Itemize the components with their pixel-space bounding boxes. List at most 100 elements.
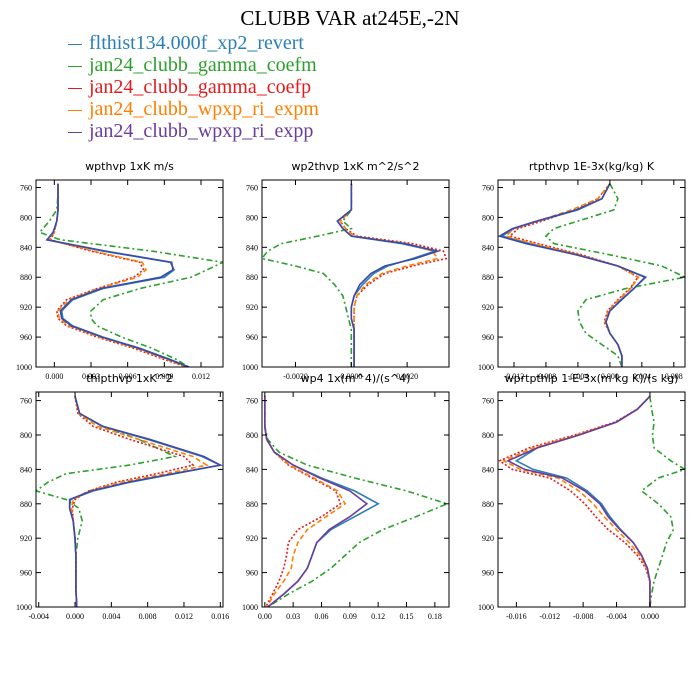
y-tick-label: 920	[246, 303, 258, 312]
x-tick-label: -0.004	[28, 612, 49, 621]
panel-5: wp4 1x(m^4)/(s^4)76080084088092096010000…	[242, 372, 450, 621]
panel-1: wpthvp 1xK m/s 760 800 840 880 920 960 1000 0.00…	[16, 160, 224, 381]
y-tick-label: 920	[20, 303, 32, 312]
legend-label: jan24_clubb_gamma_coefp	[89, 76, 312, 98]
legend-label: jan24_clubb_wpxp_ri_expm	[89, 98, 319, 120]
x-tick-label: 0.0000	[340, 372, 362, 381]
panel-6: wprtpthlp 1-E-3x(m kg K)/(s kg) 760 800 840…	[478, 372, 686, 621]
y-tick-label: 880	[20, 500, 32, 509]
series-line-4	[48, 183, 187, 367]
x-tick-label: -0.012	[504, 372, 525, 381]
x-tick-label: -0.008	[536, 372, 557, 381]
series-line-1	[45, 183, 190, 367]
legend-item-expp: jan24_clubb_wpxp_ri_expp	[68, 120, 319, 142]
legend-item-expm: jan24_clubb_wpxp_ri_expm	[68, 98, 319, 120]
x-tick-label: 0.004	[102, 612, 120, 621]
y-tick-label: 1000	[16, 603, 32, 612]
y-tick-label: 880	[246, 273, 258, 282]
series-line-2	[544, 183, 685, 367]
series-line-2	[38, 183, 223, 367]
y-tick-label: 880	[482, 273, 494, 282]
x-tick-label: 0.18	[428, 612, 442, 621]
series-line-4	[501, 395, 651, 607]
y-tick-label: 960	[246, 333, 258, 342]
y-tick-label: 760	[20, 397, 32, 406]
panel-title: rtpthvp 1E-3x(kg/kg) K	[529, 160, 655, 173]
x-tick-label: 0.15	[400, 612, 414, 621]
legend-item-coefm: jan24_clubb_gamma_coefm	[68, 54, 319, 76]
x-tick-label: 0.09	[343, 612, 357, 621]
y-tick-label: 800	[482, 431, 494, 440]
y-tick-label: 1000	[478, 363, 494, 372]
panel-2: wp2thvp 1xK m^2/s^2 760 800 840 880 920 960 100…	[242, 160, 450, 381]
x-tick-label: -0.016	[506, 612, 527, 621]
series-line-5	[336, 183, 441, 367]
legend-swatch	[68, 131, 82, 133]
y-tick-label: 960	[246, 569, 258, 578]
series-line-3	[508, 183, 640, 367]
y-tick-label: 840	[20, 465, 32, 474]
y-tick-label: 960	[482, 333, 494, 342]
y-tick-label: 880	[482, 500, 494, 509]
x-tick-label: 0.000	[66, 612, 84, 621]
x-tick-label: 0.000	[641, 612, 659, 621]
y-tick-label: 1000	[242, 363, 258, 372]
series-line-5	[506, 395, 651, 607]
x-tick-label: 0.004	[633, 372, 651, 381]
legend-item-revert: flthist134.000f_xp2_revert	[68, 32, 319, 54]
y-tick-label: 840	[246, 465, 258, 474]
y-tick-label: 760	[482, 183, 494, 192]
y-tick-label: 920	[482, 303, 494, 312]
y-tick-label: 880	[20, 273, 32, 282]
series-line-4	[70, 396, 209, 607]
x-tick-label: 0.003	[82, 372, 100, 381]
legend-swatch	[68, 65, 82, 67]
legend-label: jan24_clubb_gamma_coefm	[89, 54, 317, 76]
y-tick-label: 800	[482, 213, 494, 222]
y-tick-label: 760	[482, 397, 494, 406]
y-tick-label: 800	[246, 431, 258, 440]
y-tick-label: 1000	[16, 363, 32, 372]
panel-title: wprtpthlp 1-E-3x(m kg K)/(s kg)	[505, 372, 679, 385]
x-tick-label: 0.000	[601, 372, 619, 381]
y-tick-label: 880	[246, 500, 258, 509]
series-line-5	[45, 183, 190, 367]
x-tick-label: 0.008	[139, 612, 157, 621]
series-line-5	[68, 396, 223, 607]
panel-4: thlpthvp 1xK^2 760 800 840 880 920 960 1000-0.0…	[16, 372, 229, 621]
y-tick-label: 760	[246, 397, 258, 406]
x-tick-label: -0.008	[573, 612, 594, 621]
y-tick-label: 760	[20, 183, 32, 192]
panel-title: thlpthvp 1xK^2	[86, 372, 173, 385]
y-tick-label: 840	[482, 243, 494, 252]
panel-title: wp4 1x(m^4)/(s^4)	[301, 372, 411, 385]
plot-frame	[261, 179, 450, 368]
x-tick-label: -0.004	[606, 612, 627, 621]
y-tick-label: 840	[482, 465, 494, 474]
plot-frame	[35, 179, 224, 368]
legend: flthist134.000f_xp2_revert jan24_clubb_g…	[68, 32, 319, 142]
series-line-2	[36, 396, 178, 607]
legend-swatch	[68, 109, 82, 111]
y-tick-label: 960	[482, 569, 494, 578]
x-tick-label: 0.008	[665, 372, 683, 381]
plot-frame	[497, 179, 686, 368]
series-line-3	[71, 396, 195, 607]
y-tick-label: 960	[20, 569, 32, 578]
y-tick-label: 960	[20, 333, 32, 342]
series-line-2	[640, 396, 685, 607]
x-tick-label: 0.12	[371, 612, 385, 621]
x-tick-label: 0.00	[258, 612, 272, 621]
y-tick-label: 920	[482, 534, 494, 543]
plot-frame	[261, 391, 450, 608]
legend-swatch	[68, 87, 82, 89]
series-line-3	[498, 395, 651, 607]
plot-frame	[35, 391, 224, 608]
series-line-5	[498, 183, 647, 367]
x-tick-label: 0.03	[286, 612, 300, 621]
panel-title: wp2thvp 1xK m^2/s^2	[291, 160, 419, 173]
y-tick-label: 920	[20, 534, 32, 543]
panel-title: wpthvp 1xK m/s	[85, 160, 174, 173]
series-line-3	[339, 183, 448, 367]
